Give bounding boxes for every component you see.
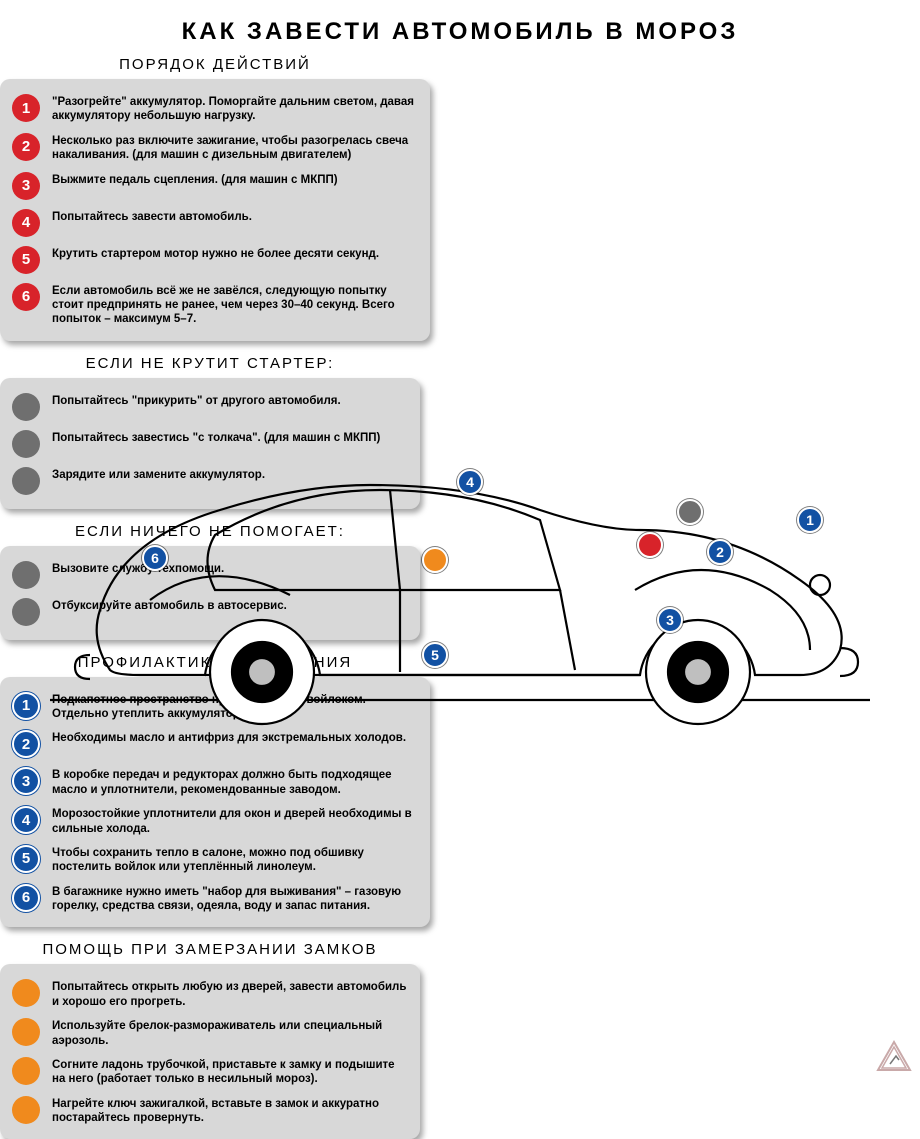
bullet-dot: [12, 561, 40, 589]
item-text: В багажнике нужно иметь "набор для выжив…: [52, 883, 418, 914]
list-item: Согните ладонь трубочкой, приставьте к з…: [12, 1056, 408, 1087]
item-text: Согните ладонь трубочкой, приставьте к з…: [52, 1056, 408, 1087]
panel-procedure: 1 "Разогрейте" аккумулятор. Поморгайте д…: [0, 79, 430, 341]
car-diagram: 1 2 3 4 5 6: [40, 440, 880, 740]
section-locks: ПОМОЩЬ ПРИ ЗАМЕРЗАНИИ ЗАМКОВ Попытайтесь…: [0, 937, 420, 1139]
section-title-starter: ЕСЛИ НЕ КРУТИТ СТАРТЕР:: [0, 351, 420, 378]
bullet-number: 4: [12, 806, 40, 834]
page-title: КАК ЗАВЕСТИ АВТОМОБИЛЬ В МОРОЗ: [0, 0, 920, 52]
bullet-dot: [12, 979, 40, 1007]
list-item: 4 Попытайтесь завести автомобиль.: [12, 208, 418, 237]
list-item: Попытайтесь "прикурить" от другого автом…: [12, 392, 408, 421]
item-text: Используйте брелок-размораживатель или с…: [52, 1017, 408, 1048]
section-title-procedure: ПОРЯДОК ДЕЙСТВИЙ: [0, 52, 430, 79]
section-procedure: ПОРЯДОК ДЕЙСТВИЙ 1 "Разогрейте" аккумуля…: [0, 52, 430, 341]
item-text: Чтобы сохранить тепло в салоне, можно по…: [52, 844, 418, 875]
item-text: Несколько раз включите зажигание, чтобы …: [52, 132, 418, 163]
list-item: Используйте брелок-размораживатель или с…: [12, 1017, 408, 1048]
list-item: Попытайтесь открыть любую из дверей, зав…: [12, 978, 408, 1009]
bullet-number: 2: [12, 133, 40, 161]
car-pin: [422, 547, 448, 573]
list-item: 6 В багажнике нужно иметь "набор для выж…: [12, 883, 418, 914]
list-item: 4 Морозостойкие уплотнители для окон и д…: [12, 805, 418, 836]
bullet-number: 6: [12, 884, 40, 912]
car-pin: 5: [422, 642, 448, 668]
item-text: Морозостойкие уплотнители для окон и две…: [52, 805, 418, 836]
car-pin: [637, 532, 663, 558]
list-item: 3 В коробке передач и редукторах должно …: [12, 766, 418, 797]
item-text: Попытайтесь "прикурить" от другого автом…: [52, 392, 341, 408]
bullet-dot: [12, 467, 40, 495]
bullet-number: 3: [12, 767, 40, 795]
bullet-dot: [12, 393, 40, 421]
item-text: В коробке передач и редукторах должно бы…: [52, 766, 418, 797]
bullet-number: 5: [12, 845, 40, 873]
car-pin: 2: [707, 539, 733, 565]
bullet-dot: [12, 1057, 40, 1085]
section-title-locks: ПОМОЩЬ ПРИ ЗАМЕРЗАНИИ ЗАМКОВ: [0, 937, 420, 964]
car-pin: [677, 499, 703, 525]
bullet-number: 3: [12, 172, 40, 200]
car-pin: 6: [142, 545, 168, 571]
item-text: Попытайтесь открыть любую из дверей, зав…: [52, 978, 408, 1009]
bullet-number: 5: [12, 246, 40, 274]
car-pin: 3: [657, 607, 683, 633]
list-item: 5 Чтобы сохранить тепло в салоне, можно …: [12, 844, 418, 875]
car-pin: 1: [797, 507, 823, 533]
bullet-dot: [12, 598, 40, 626]
list-item: 1 "Разогрейте" аккумулятор. Поморгайте д…: [12, 93, 418, 124]
item-text: Нагрейте ключ зажигалкой, вставьте в зам…: [52, 1095, 408, 1126]
item-text: Попытайтесь завести автомобиль.: [52, 208, 252, 224]
list-item: Нагрейте ключ зажигалкой, вставьте в зам…: [12, 1095, 408, 1126]
bullet-number: 4: [12, 209, 40, 237]
item-text: Если автомобиль всё же не завёлся, следу…: [52, 282, 418, 327]
warning-triangle-icon: [876, 1040, 912, 1072]
bullet-number: 1: [12, 94, 40, 122]
bullet-number: 6: [12, 283, 40, 311]
item-text: "Разогрейте" аккумулятор. Поморгайте дал…: [52, 93, 418, 124]
bullet-dot: [12, 430, 40, 458]
bullet-number: 1: [12, 692, 40, 720]
list-item: 3 Выжмите педаль сцепления. (для машин с…: [12, 171, 418, 200]
panel-locks: Попытайтесь открыть любую из дверей, зав…: [0, 964, 420, 1139]
bullet-number: 2: [12, 730, 40, 758]
list-item: 5 Крутить стартером мотор нужно не более…: [12, 245, 418, 274]
bullet-dot: [12, 1096, 40, 1124]
bullet-dot: [12, 1018, 40, 1046]
list-item: 2 Несколько раз включите зажигание, чтоб…: [12, 132, 418, 163]
item-text: Крутить стартером мотор нужно не более д…: [52, 245, 379, 261]
item-text: Выжмите педаль сцепления. (для машин с М…: [52, 171, 338, 187]
list-item: 6 Если автомобиль всё же не завёлся, сле…: [12, 282, 418, 327]
car-pin: 4: [457, 469, 483, 495]
